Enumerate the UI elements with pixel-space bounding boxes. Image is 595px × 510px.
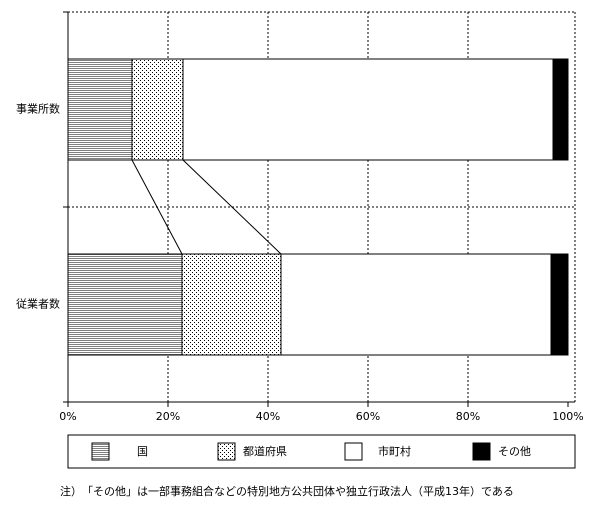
y-tick-label: 事業所数 (16, 103, 60, 116)
legend-box (67, 434, 576, 469)
bar-segment (67, 58, 133, 161)
x-tick-label: 40% (256, 410, 280, 423)
bar-segment (550, 253, 569, 356)
bar-segment (182, 58, 554, 161)
legend-swatch (344, 442, 363, 461)
legend-label: 都道府県 (243, 444, 287, 458)
legend-swatch (472, 442, 491, 461)
legend-swatch (91, 442, 110, 461)
legend-label: 国 (137, 445, 148, 458)
bar-segment (552, 58, 569, 161)
x-tick-label: 60% (356, 410, 380, 423)
legend-label: その他 (498, 445, 531, 458)
note: 注） 「その他」は一部事務組合などの特別地方公共団体や独立行政法人（平成13年）… (60, 484, 514, 498)
bar-segment (181, 253, 282, 356)
x-tick-label: 100% (552, 410, 583, 423)
bar-segment (280, 253, 552, 356)
connector (182, 159, 282, 255)
legend-swatch (217, 442, 236, 461)
bar-segment (67, 253, 183, 356)
x-tick-label: 0% (59, 410, 76, 423)
connector (131, 159, 183, 255)
x-tick-label: 20% (156, 410, 180, 423)
x-tick-label: 80% (456, 410, 480, 423)
bar-segment (131, 58, 184, 161)
legend-label: 市町村 (378, 444, 411, 458)
y-tick-label: 従業者数 (16, 298, 60, 311)
